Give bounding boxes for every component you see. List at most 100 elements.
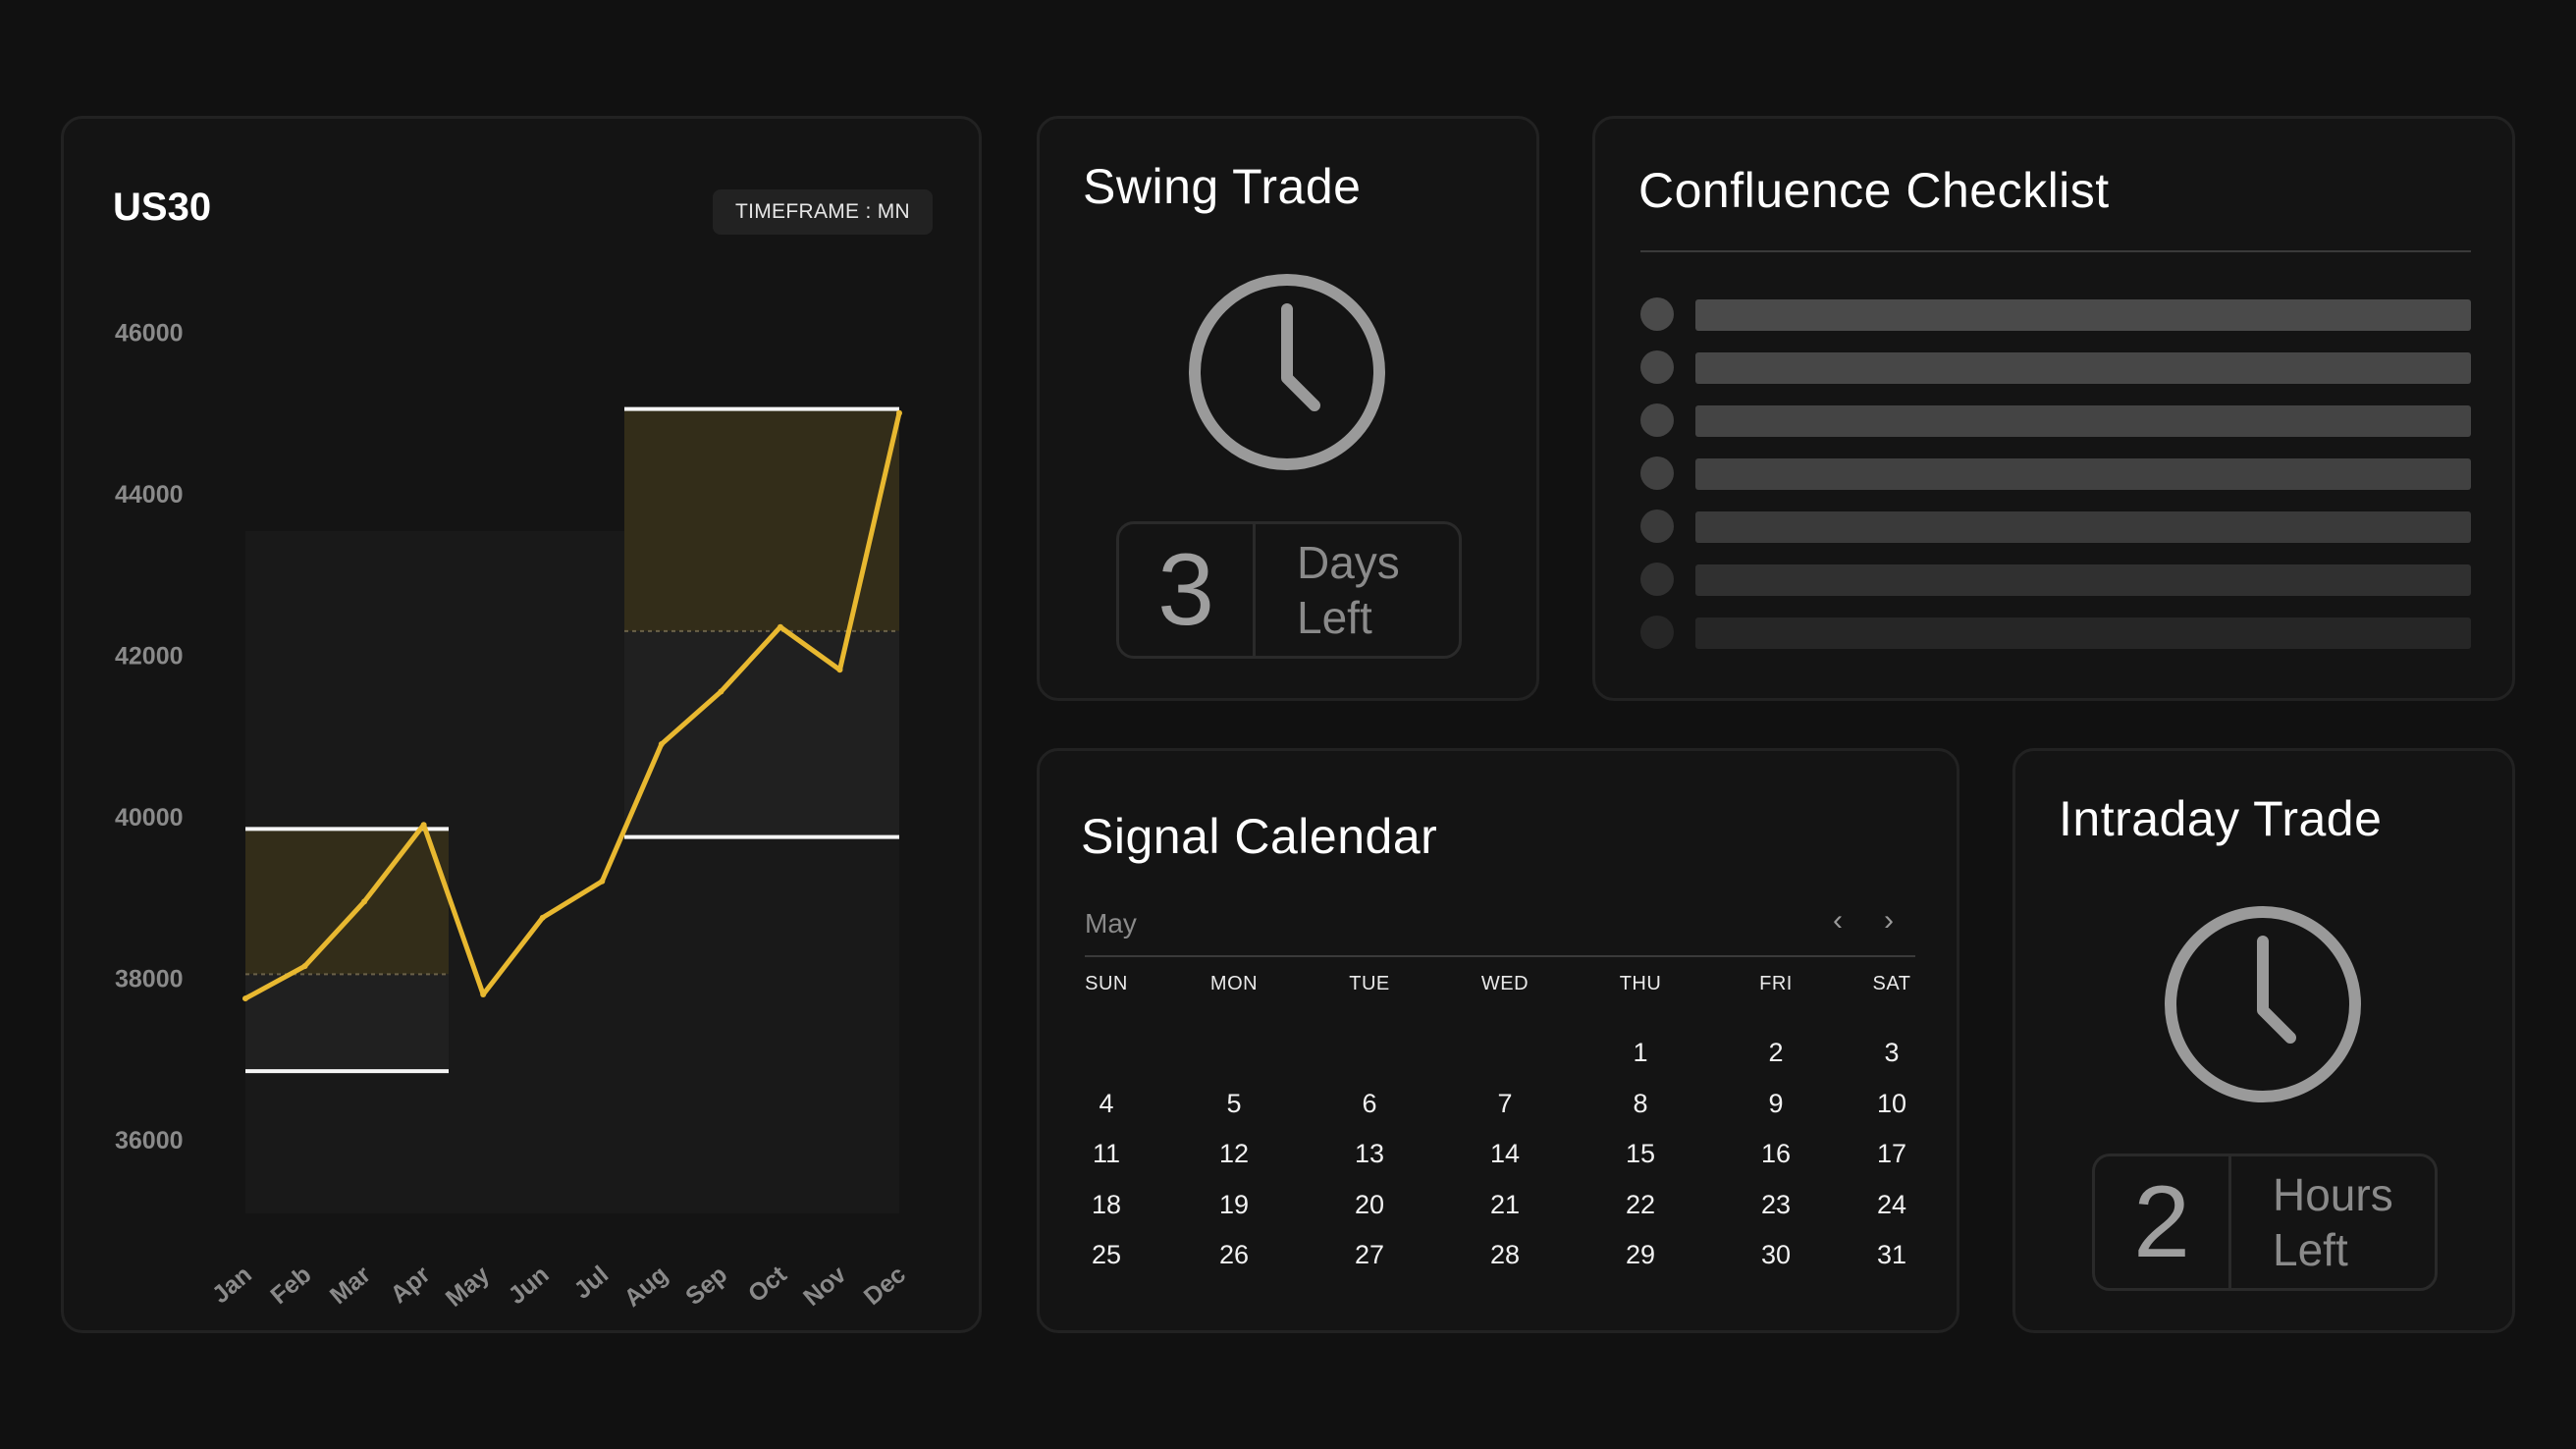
calendar-day[interactable]: 23: [1760, 1189, 1792, 1219]
calendar-day[interactable]: 1: [1633, 1038, 1648, 1067]
swing-trade-card: Swing Trade 3 Days Left: [1037, 116, 1539, 701]
calendar-title: Signal Calendar: [1081, 809, 1438, 864]
checklist-item[interactable]: [1640, 403, 2471, 437]
calendar-day[interactable]: 8: [1633, 1088, 1648, 1118]
checklist-divider: [1640, 250, 2471, 252]
calendar-day[interactable]: 27: [1354, 1240, 1385, 1269]
calendar-day[interactable]: 28: [1489, 1240, 1521, 1269]
chart-title: US30: [113, 186, 212, 229]
data-point: [242, 995, 248, 1002]
data-point: [777, 623, 783, 630]
swing-trade-title: Swing Trade: [1083, 159, 1362, 214]
calendar-day[interactable]: 7: [1497, 1088, 1513, 1118]
calendar-day[interactable]: 6: [1362, 1088, 1377, 1118]
calendar-weekday: TUE: [1349, 973, 1390, 994]
swing-countdown: 3 Days Left: [1116, 521, 1462, 659]
calendar-day[interactable]: 25: [1091, 1240, 1122, 1269]
zone-upper: [245, 829, 449, 975]
swing-unit-line2: Left: [1297, 592, 1372, 643]
calendar-day[interactable]: 10: [1876, 1088, 1907, 1118]
calendar-day[interactable]: 11: [1092, 1139, 1121, 1168]
calendar-weekday: THU: [1619, 973, 1662, 994]
calendar-day[interactable]: 19: [1218, 1189, 1250, 1219]
checklist-bullet[interactable]: [1640, 563, 1674, 596]
data-point: [420, 822, 427, 829]
zone-lower: [624, 630, 899, 837]
checklist-bullet[interactable]: [1640, 350, 1674, 384]
calendar-weekday: WED: [1480, 973, 1530, 994]
calendar-weekday: MON: [1209, 973, 1259, 994]
y-tick-label: 36000: [115, 1127, 184, 1154]
calendar-prev-button[interactable]: ‹: [1833, 904, 1843, 937]
x-tick-label: Apr: [386, 1261, 436, 1309]
calendar-day[interactable]: 17: [1876, 1139, 1907, 1168]
y-tick-label: 38000: [115, 966, 184, 993]
data-point: [599, 878, 606, 885]
checklist-title: Confluence Checklist: [1638, 163, 2110, 218]
calendar-day[interactable]: 14: [1489, 1139, 1521, 1168]
calendar-day[interactable]: 29: [1625, 1240, 1656, 1269]
x-tick-label: Dec: [859, 1261, 911, 1311]
checklist-placeholder-bar: [1695, 617, 2471, 649]
swing-count: 3: [1119, 524, 1256, 656]
y-tick-label: 46000: [115, 320, 184, 348]
checklist-item[interactable]: [1640, 510, 2471, 543]
data-point: [718, 688, 724, 695]
calendar-day[interactable]: 3: [1884, 1038, 1900, 1067]
x-tick-label: Jul: [568, 1261, 614, 1305]
checklist-placeholder-bar: [1695, 299, 2471, 331]
checklist-placeholder-bar: [1695, 564, 2471, 596]
calendar-day[interactable]: 4: [1099, 1088, 1114, 1118]
calendar-day[interactable]: 12: [1218, 1139, 1250, 1168]
timeframe-badge[interactable]: TIMEFRAME : MN: [713, 189, 933, 235]
checklist-bullet[interactable]: [1640, 403, 1674, 437]
checklist-item[interactable]: [1640, 563, 2471, 596]
calendar-next-button[interactable]: ›: [1884, 904, 1894, 937]
x-tick-label: Nov: [798, 1261, 851, 1312]
checklist-bullet[interactable]: [1640, 510, 1674, 543]
clock-icon: [1189, 274, 1385, 470]
x-tick-label: Jan: [207, 1261, 257, 1309]
calendar-day[interactable]: 5: [1226, 1088, 1242, 1118]
checklist-item[interactable]: [1640, 350, 2471, 384]
calendar-day[interactable]: 16: [1760, 1139, 1792, 1168]
data-point: [836, 667, 843, 673]
intraday-unit-line1: Hours: [2273, 1169, 2393, 1220]
swing-unit-line1: Days: [1297, 537, 1400, 588]
intraday-trade-card: Intraday Trade 2 Hours Left: [2012, 748, 2515, 1333]
checklist-placeholder-bar: [1695, 511, 2471, 543]
x-tick-label: Feb: [265, 1261, 316, 1310]
calendar-day[interactable]: 22: [1625, 1189, 1656, 1219]
calendar-day[interactable]: 24: [1876, 1189, 1907, 1219]
calendar-day[interactable]: 30: [1760, 1240, 1792, 1269]
calendar-day[interactable]: 31: [1876, 1240, 1907, 1269]
data-point: [480, 991, 487, 997]
checklist-item[interactable]: [1640, 456, 2471, 490]
calendar-day[interactable]: 21: [1489, 1189, 1521, 1219]
calendar-day[interactable]: 13: [1354, 1139, 1385, 1168]
x-tick-label: Oct: [743, 1261, 792, 1309]
checklist-item[interactable]: [1640, 616, 2471, 649]
confluence-checklist-card: Confluence Checklist: [1592, 116, 2515, 701]
intraday-count: 2: [2095, 1156, 2231, 1288]
intraday-countdown: 2 Hours Left: [2092, 1154, 2438, 1291]
calendar-day[interactable]: 20: [1354, 1189, 1385, 1219]
calendar-divider: [1085, 955, 1915, 957]
calendar-weekday: SAT: [1872, 973, 1911, 994]
checklist-placeholder-bar: [1695, 352, 2471, 384]
calendar-day[interactable]: 18: [1091, 1189, 1122, 1219]
x-tick-label: Mar: [325, 1261, 376, 1310]
price-line: [242, 410, 902, 1001]
calendar-day[interactable]: 9: [1768, 1088, 1784, 1118]
checklist-item[interactable]: [1640, 297, 2471, 331]
calendar-day[interactable]: 26: [1218, 1240, 1250, 1269]
checklist-bullet[interactable]: [1640, 616, 1674, 649]
checklist-bullet[interactable]: [1640, 456, 1674, 490]
calendar-day[interactable]: 15: [1625, 1139, 1656, 1168]
data-point: [361, 898, 368, 905]
calendar-day[interactable]: 2: [1768, 1038, 1784, 1067]
checklist-bullet[interactable]: [1640, 297, 1674, 331]
checklist-placeholder-bar: [1695, 405, 2471, 437]
data-point: [658, 740, 665, 747]
